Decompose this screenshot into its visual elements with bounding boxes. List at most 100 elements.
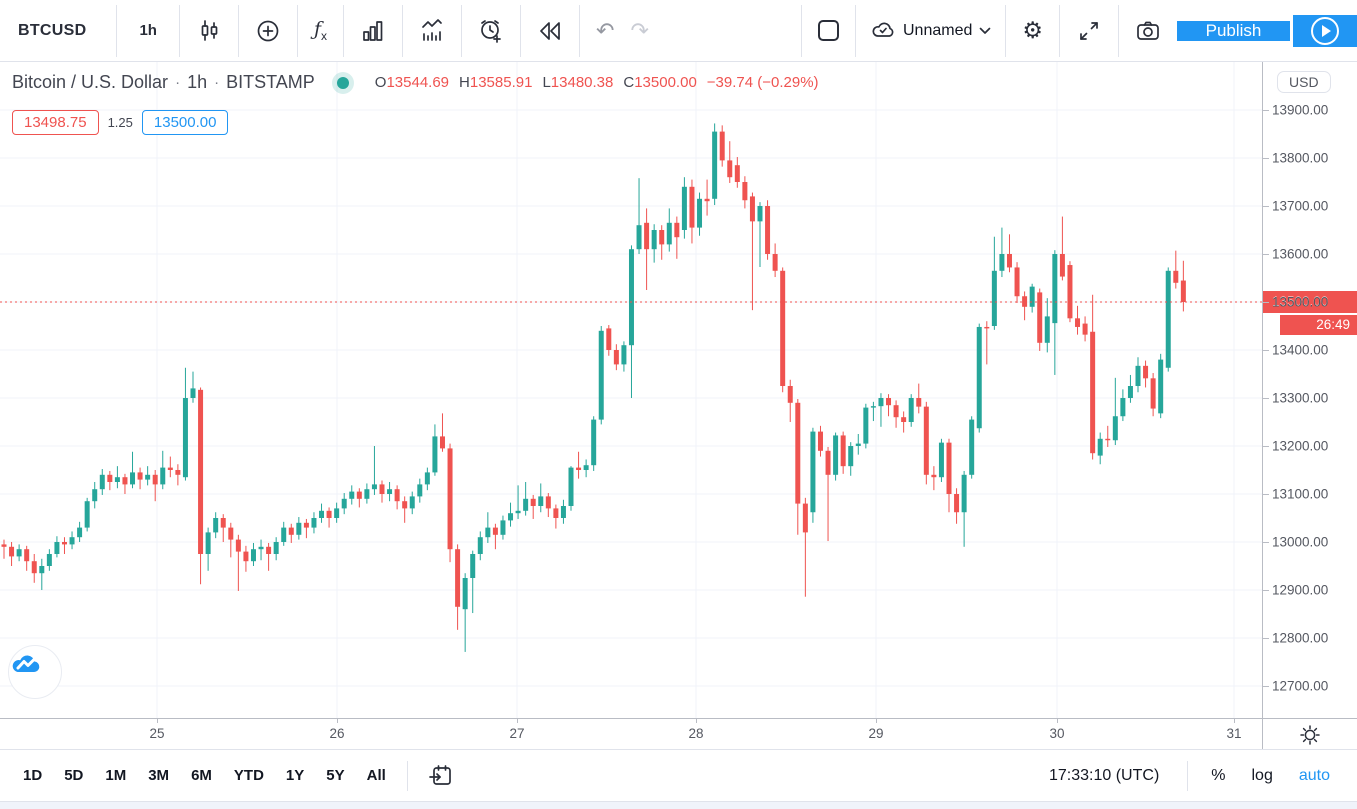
candle-body bbox=[114, 477, 120, 482]
candle-body bbox=[606, 328, 612, 350]
redo-icon[interactable]: ↷ bbox=[630, 17, 649, 43]
range-button-6m[interactable]: 6M bbox=[191, 767, 212, 784]
candle-body bbox=[704, 198, 710, 202]
candle-body bbox=[394, 489, 400, 502]
settings-button[interactable]: ⚙ bbox=[1006, 0, 1059, 61]
time-axis-label: 28 bbox=[688, 726, 704, 741]
bottom-toolbar: 1D 5D 1M 3M 6M YTD 1Y 5Y All 17:33:10 (UTC) % lo… bbox=[0, 749, 1357, 801]
candle-body bbox=[840, 435, 846, 467]
percent-scale-button[interactable]: % bbox=[1211, 766, 1226, 784]
indicators-button[interactable]: ƒx bbox=[298, 0, 343, 61]
candle-body bbox=[1059, 254, 1065, 277]
price-axis-label: 13900.00 bbox=[1272, 102, 1329, 118]
chart-metrics-button[interactable] bbox=[403, 0, 461, 61]
symbol-title[interactable]: Bitcoin / U.S. Dollar bbox=[12, 72, 169, 92]
candle-body bbox=[182, 398, 188, 478]
candle-body bbox=[175, 470, 181, 475]
range-button-5y[interactable]: 5Y bbox=[326, 767, 345, 784]
bar-replay-button[interactable] bbox=[521, 0, 579, 61]
candle-body bbox=[969, 419, 975, 475]
separator bbox=[237, 4, 239, 57]
candle-body bbox=[795, 402, 801, 504]
range-button-5d[interactable]: 5D bbox=[64, 767, 84, 784]
candle-body bbox=[455, 549, 461, 607]
candle-body bbox=[961, 474, 967, 513]
history-buttons: ↶ ↷ bbox=[580, 18, 665, 44]
currency-badge[interactable]: USD bbox=[1277, 71, 1331, 93]
candle-body bbox=[1105, 438, 1111, 441]
candle-body bbox=[568, 467, 574, 506]
publish-menu-button[interactable] bbox=[1293, 14, 1357, 47]
range-button-1y[interactable]: 1Y bbox=[285, 767, 305, 784]
price-axis-tick bbox=[1263, 206, 1269, 207]
candle-body bbox=[999, 254, 1005, 271]
axis-settings-corner[interactable] bbox=[1262, 719, 1357, 750]
separator bbox=[116, 4, 118, 57]
range-group: 1D 5D 1M 3M 6M YTD 1Y 5Y All bbox=[0, 761, 397, 790]
bottom-strip bbox=[0, 801, 1357, 809]
fullscreen-button[interactable] bbox=[1060, 0, 1118, 61]
candle-body bbox=[500, 520, 506, 535]
compare-button[interactable] bbox=[239, 0, 297, 61]
candle-body bbox=[984, 326, 990, 329]
ask-button[interactable]: 13500.00 bbox=[141, 110, 229, 135]
symbol-button[interactable]: BTCUSD bbox=[18, 21, 87, 39]
tradingview-logo[interactable] bbox=[8, 645, 62, 699]
candle-body bbox=[424, 472, 430, 485]
candle-body bbox=[99, 474, 105, 490]
separator bbox=[579, 4, 581, 57]
bid-button[interactable]: 13498.75 bbox=[12, 110, 99, 135]
publish-button[interactable]: Publish bbox=[1177, 20, 1290, 41]
price-axis-tick bbox=[1263, 158, 1269, 159]
separator bbox=[178, 4, 180, 57]
separator bbox=[520, 4, 522, 57]
cloud-save-button[interactable]: Unnamed bbox=[856, 0, 1005, 61]
candle-body bbox=[288, 527, 294, 535]
legend-interval[interactable]: 1h bbox=[187, 72, 208, 92]
candle-body bbox=[228, 527, 234, 540]
legend-exchange[interactable]: BITSTAMP bbox=[226, 72, 315, 92]
time-axis-tick bbox=[696, 719, 697, 723]
price-axis[interactable]: USD 13500.00 26:49 13900.00 13800.00 13700… bbox=[1262, 62, 1357, 718]
top-toolbar-right: Unnamed ⚙ Publish bbox=[801, 0, 1357, 61]
range-button-all[interactable]: All bbox=[366, 767, 386, 784]
undo-icon[interactable]: ↶ bbox=[596, 17, 615, 43]
candle-body bbox=[991, 270, 997, 326]
log-scale-button[interactable]: log bbox=[1251, 766, 1273, 784]
chart-canvas[interactable] bbox=[0, 62, 1262, 718]
candle-body bbox=[387, 489, 393, 494]
select-layout-button[interactable] bbox=[802, 0, 855, 61]
alarm-clock-plus-icon bbox=[481, 19, 501, 43]
price-axis-label: 12700.00 bbox=[1272, 678, 1329, 694]
range-button-ytd[interactable]: YTD bbox=[233, 767, 264, 784]
go-to-date-button[interactable] bbox=[418, 763, 464, 789]
candle-body bbox=[613, 350, 619, 365]
candle-body bbox=[334, 508, 340, 518]
legend-separator: · bbox=[175, 74, 181, 91]
auto-scale-button[interactable]: auto bbox=[1298, 766, 1330, 784]
range-button-1d[interactable]: 1D bbox=[23, 767, 43, 784]
candle-body bbox=[1, 544, 7, 547]
range-button-1m[interactable]: 1M bbox=[105, 767, 127, 784]
top-toolbar-left: BTCUSD 1h ƒx bbox=[0, 0, 665, 61]
candle-body bbox=[364, 489, 370, 499]
alert-button[interactable] bbox=[462, 0, 520, 61]
price-axis-tick bbox=[1263, 254, 1269, 255]
indicator-templates-button[interactable] bbox=[344, 0, 402, 61]
market-status-dot[interactable] bbox=[336, 76, 349, 89]
candle-body bbox=[1143, 365, 1149, 379]
screenshot-button[interactable] bbox=[1119, 0, 1177, 61]
interval-button[interactable]: 1h bbox=[139, 22, 157, 39]
candle-body bbox=[477, 537, 483, 554]
candle-body bbox=[122, 477, 128, 485]
candle-body bbox=[409, 496, 415, 509]
time-axis-label: 30 bbox=[1049, 726, 1065, 741]
time-axis[interactable]: 25 26 27 28 29 30 31 bbox=[0, 718, 1357, 750]
candle-body bbox=[470, 554, 476, 578]
price-axis-tick bbox=[1263, 446, 1269, 447]
chart-style-button[interactable] bbox=[180, 0, 238, 61]
range-button-3m[interactable]: 3M bbox=[148, 767, 170, 784]
candle-body bbox=[296, 522, 302, 535]
clock-button[interactable]: 17:33:10 (UTC) bbox=[1049, 766, 1160, 784]
bottom-toolbar-right: 17:33:10 (UTC) % log auto bbox=[1031, 760, 1357, 791]
